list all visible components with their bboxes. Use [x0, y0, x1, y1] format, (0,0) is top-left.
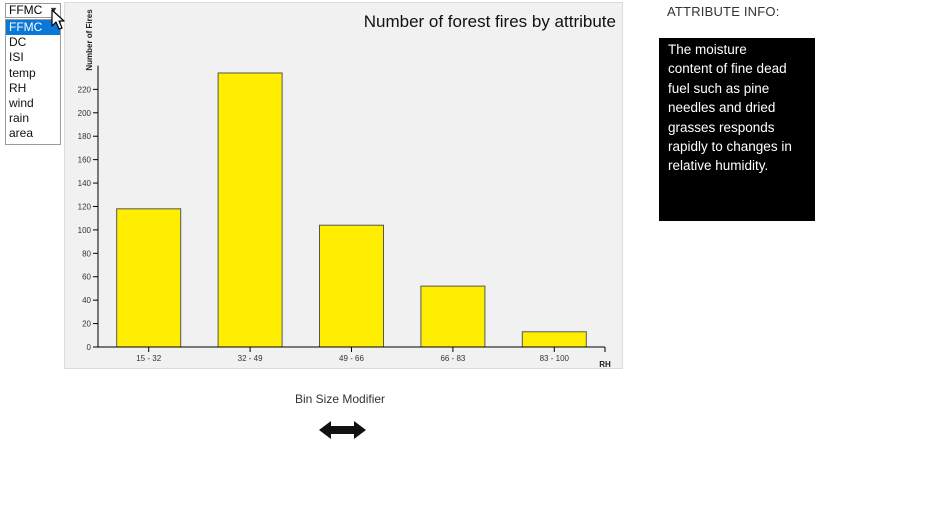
y-axis: 0 20 40 60 80 100 120 140 160 180 200 220: [78, 65, 99, 352]
attribute-info-line: The moisture: [668, 42, 747, 57]
y-tick-label: 40: [82, 296, 91, 305]
y-tick-label: 220: [78, 85, 92, 94]
x-tick-label: 32 - 49: [238, 354, 263, 363]
bar-15-32[interactable]: [116, 208, 182, 348]
attribute-info-line: needles and dried: [668, 100, 776, 116]
bar-83-100[interactable]: [521, 331, 587, 348]
attribute-option-rh[interactable]: RH: [9, 80, 27, 95]
attribute-option-ffmc[interactable]: FFMC: [6, 20, 60, 36]
y-tick-label: 100: [78, 226, 92, 235]
attribute-info-title: ATTRIBUTE INFO:: [667, 4, 780, 19]
attribute-info-line: grasses responds: [668, 119, 775, 135]
attribute-info-line: content of fine dead: [668, 61, 787, 77]
attribute-select-value: FFMC: [9, 3, 43, 17]
y-tick-label: 160: [78, 156, 92, 165]
y-tick-label: 60: [82, 273, 91, 282]
bar-32-49[interactable]: [217, 72, 283, 348]
bar-66-83[interactable]: [420, 285, 486, 348]
x-tick-label: 15 - 32: [136, 354, 161, 363]
attribute-option-temp[interactable]: temp: [9, 65, 36, 80]
attribute-info-box: The moisture content of fine dead fuel suc…: [659, 38, 815, 221]
attribute-option-rain[interactable]: rain: [9, 111, 30, 126]
attribute-option-area[interactable]: area: [9, 126, 34, 141]
mouse-cursor-icon: [51, 9, 65, 30]
bars[interactable]: [116, 72, 587, 348]
x-axis-label: RH: [599, 360, 611, 369]
attribute-info-line: relative humidity.: [668, 158, 769, 174]
attribute-select[interactable]: FFMC ▼: [5, 3, 61, 18]
y-tick-label: 200: [78, 109, 92, 118]
attribute-info-line: fuel such as pine: [668, 80, 770, 96]
attribute-option-wind[interactable]: wind: [9, 95, 34, 110]
y-tick-label: 180: [78, 132, 92, 141]
chevron-down-icon[interactable]: ▼: [49, 5, 58, 15]
y-axis-label-group: Number of Fires: [85, 9, 94, 71]
attribute-info-line: rapidly to changes in: [668, 139, 792, 155]
y-tick-label: 80: [82, 249, 91, 258]
bin-size-modifier-label: Bin Size Modifier: [295, 392, 386, 406]
x-tick-label: 49 - 66: [339, 354, 364, 363]
y-tick-label: 120: [78, 202, 92, 211]
attribute-option-dc[interactable]: DC: [9, 35, 27, 50]
y-tick-label: 140: [78, 179, 92, 188]
attribute-options-list[interactable]: FFMC DC ISI temp RH wind rain area: [5, 19, 61, 145]
y-tick-label: 0: [87, 343, 92, 352]
x-tick-label: 66 - 83: [440, 354, 465, 363]
bar-49-66[interactable]: [319, 224, 384, 348]
x-tick-label: 83 - 100: [540, 354, 570, 363]
double-arrow-icon[interactable]: [318, 419, 368, 441]
y-axis-label: Number of Fires: [85, 9, 94, 71]
y-tick-label: 20: [82, 320, 91, 329]
bar-chart: Number of forest fires by attribute Numb…: [78, 9, 616, 369]
x-axis: 15 - 32 32 - 49 49 - 66 66 - 83 83 - 100 RH: [98, 346, 611, 369]
attribute-option-isi[interactable]: ISI: [9, 50, 24, 65]
chart-title: Number of forest fires by attribute: [364, 12, 616, 31]
